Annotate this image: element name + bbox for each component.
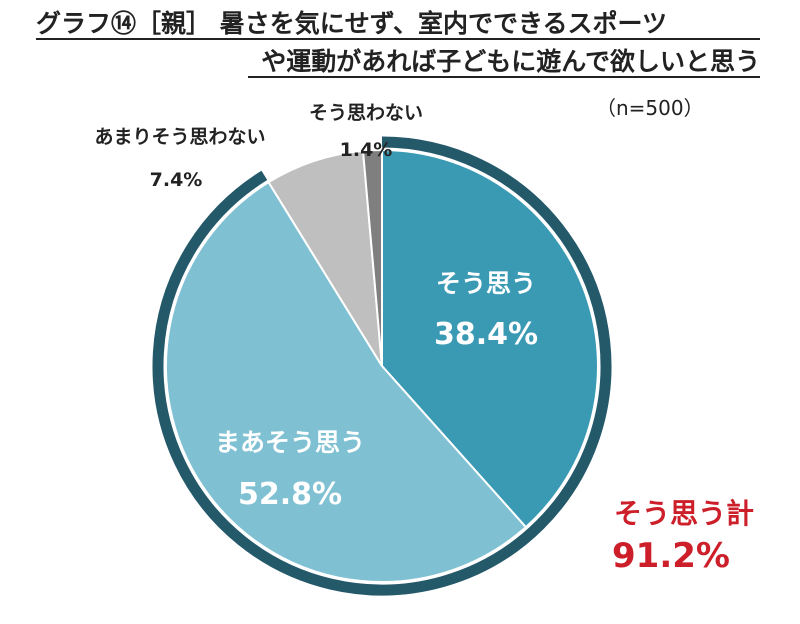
slice-label-sou-omowanai: そう思わない (309, 102, 423, 124)
highlight-ring-arc (152, 136, 612, 596)
title-underline-2 (248, 76, 760, 78)
title-underline-1 (36, 38, 760, 40)
slice-label-maa-sou-omou: まあそう思う (215, 428, 365, 457)
slice-value-sou-omou: 38.4% (434, 317, 538, 352)
total-label: そう思う計 (614, 497, 755, 530)
slice-label-sou-omou: そう思う (436, 269, 536, 298)
slice-label-amari-sou-omowanai: あまりそう思わない (94, 126, 265, 148)
slice-sou-omowanai (361, 148, 383, 367)
slice-maa-sou-omou (164, 180, 528, 584)
slice-value-amari-sou-omowanai: 7.4% (150, 169, 203, 191)
slice-value-maa-sou-omou: 52.8% (238, 477, 342, 512)
pie-slices (164, 148, 599, 584)
chart-title-line-1: グラフ⑭［親］ 暑さを気にせず、室内でできるスポーツ (36, 9, 667, 38)
slice-value-sou-omowanai: 1.4% (340, 139, 393, 161)
slice-sou-omou (381, 148, 599, 529)
sample-size-label: （n=500） (596, 96, 704, 120)
total-value: 91.2% (612, 536, 730, 576)
slice-amari-sou-omowanai (267, 149, 383, 367)
chart-title-line-2: や運動があれば子どもに遊んで欲しいと思う (261, 47, 760, 76)
